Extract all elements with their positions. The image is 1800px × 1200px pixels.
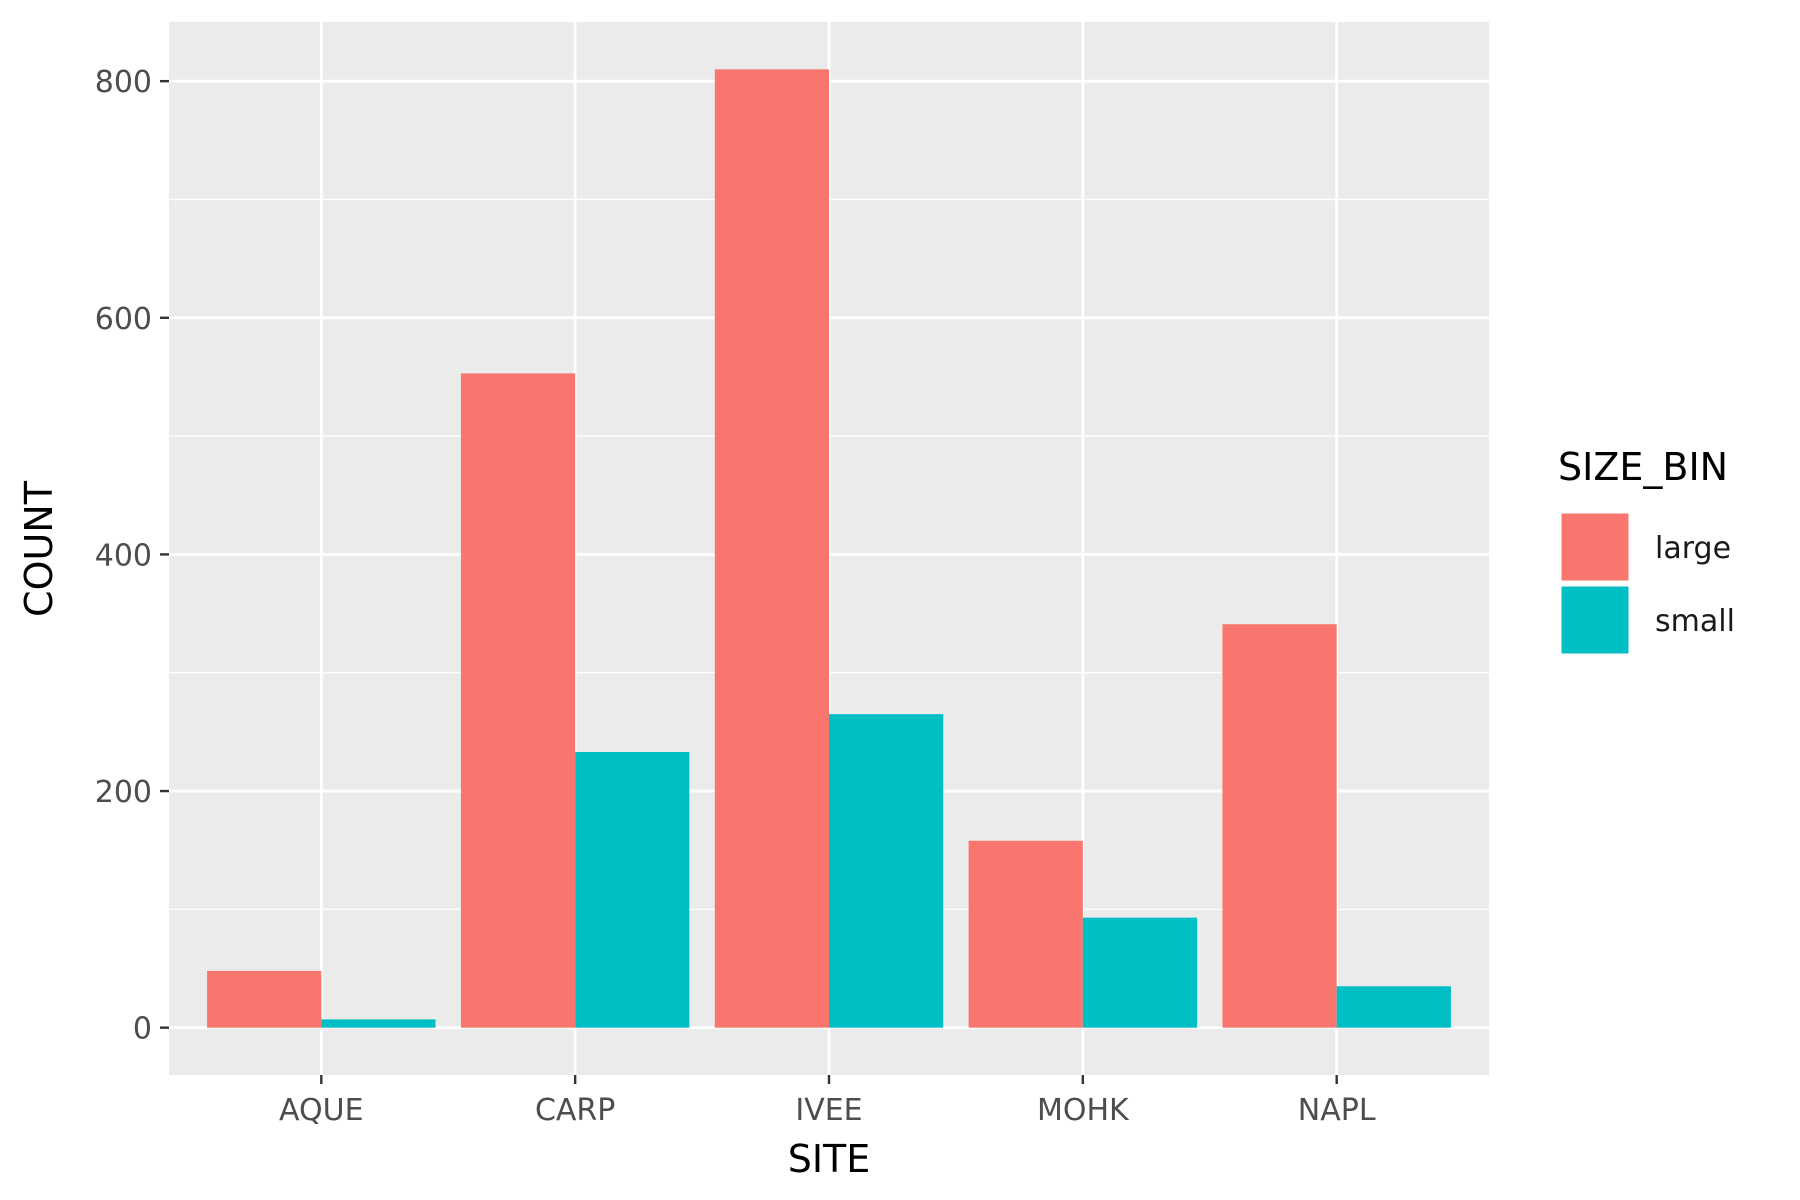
bar-small-mohk [1082,917,1198,1028]
y-tick-label: 600 [95,302,152,337]
x-tick-label: NAPL [1298,1093,1376,1128]
y-axis-title: COUNT [17,480,61,617]
y-tick-label: 400 [95,538,152,573]
x-axis-title: SITE [788,1137,871,1181]
legend: SIZE_BIN large small [1558,445,1735,657]
legend-label-large: large [1655,531,1731,566]
bar-large-carp [460,373,576,1028]
x-tick-label: AQUE [279,1093,364,1128]
y-axis: 0 200 400 600 800 [95,65,169,1047]
legend-key-small [1558,583,1632,657]
legend-key-large [1558,510,1632,584]
legend-items: large small [1558,510,1735,657]
bar-large-ivee [714,69,829,1028]
bar-large-napl [1222,624,1337,1028]
x-tick-label: MOHK [1037,1093,1130,1128]
x-tick-label: CARP [535,1093,615,1128]
y-tick-label: 200 [95,775,152,810]
bar-small-napl [1336,986,1451,1028]
bar-small-aque [321,1019,436,1028]
bars [207,69,1451,1028]
legend-label-small: small [1655,604,1735,639]
bar-large-aque [207,970,322,1028]
x-tick-label: IVEE [795,1093,862,1128]
x-axis: AQUE CARP IVEE MOHK NAPL [279,1075,1376,1128]
legend-title: SIZE_BIN [1558,445,1728,489]
bar-small-carp [575,752,690,1028]
bar-large-mohk [968,840,1083,1028]
bar-small-ivee [829,714,944,1028]
y-tick-label: 800 [95,65,152,100]
y-tick-label: 0 [133,1012,152,1047]
